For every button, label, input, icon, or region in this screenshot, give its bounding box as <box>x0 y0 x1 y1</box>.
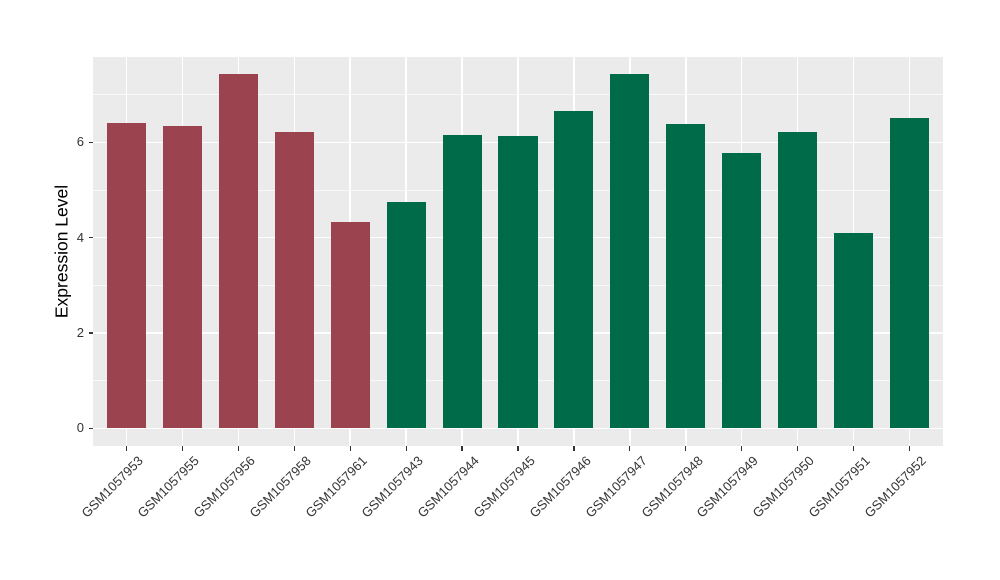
y-tick-mark <box>88 427 93 429</box>
y-tick-label: 0 <box>76 420 84 436</box>
x-tick-mark <box>405 446 407 451</box>
x-tick-mark <box>461 446 463 451</box>
bar-GSM1057943 <box>386 201 426 429</box>
bar-GSM1057956 <box>218 74 258 429</box>
bar-GSM1057955 <box>162 125 203 429</box>
y-tick-mark <box>88 332 93 334</box>
bar-GSM1057952 <box>889 118 930 429</box>
bar-GSM1057945 <box>498 136 538 429</box>
plot-panel <box>93 57 943 446</box>
bar-GSM1057951 <box>833 232 874 429</box>
y-tick-label: 4 <box>76 229 84 245</box>
bar-GSM1057953 <box>106 123 147 429</box>
x-tick-mark <box>237 446 239 451</box>
x-tick-mark <box>517 446 519 451</box>
y-tick-label: 2 <box>76 325 84 341</box>
bar-GSM1057950 <box>778 131 818 429</box>
x-tick-mark <box>629 446 631 451</box>
bar-GSM1057946 <box>554 110 594 429</box>
x-tick-mark <box>125 446 128 451</box>
x-tick-mark <box>293 446 295 451</box>
y-tick-label: 6 <box>76 134 84 150</box>
y-tick-mark <box>88 237 93 239</box>
x-tick-mark <box>349 446 351 451</box>
x-tick-mark <box>852 446 855 451</box>
x-tick-mark <box>797 446 799 451</box>
bar-GSM1057961 <box>330 221 370 429</box>
bar-GSM1057949 <box>722 153 762 429</box>
y-tick-mark <box>88 141 93 143</box>
x-tick-mark <box>908 446 911 451</box>
x-tick-mark <box>181 446 184 451</box>
bar-GSM1057948 <box>666 124 706 429</box>
bar-GSM1057958 <box>274 131 314 429</box>
bar-GSM1057944 <box>442 135 482 429</box>
x-tick-mark <box>573 446 575 451</box>
x-tick-mark <box>685 446 687 451</box>
bar-GSM1057947 <box>610 74 650 429</box>
x-tick-mark <box>741 446 743 451</box>
